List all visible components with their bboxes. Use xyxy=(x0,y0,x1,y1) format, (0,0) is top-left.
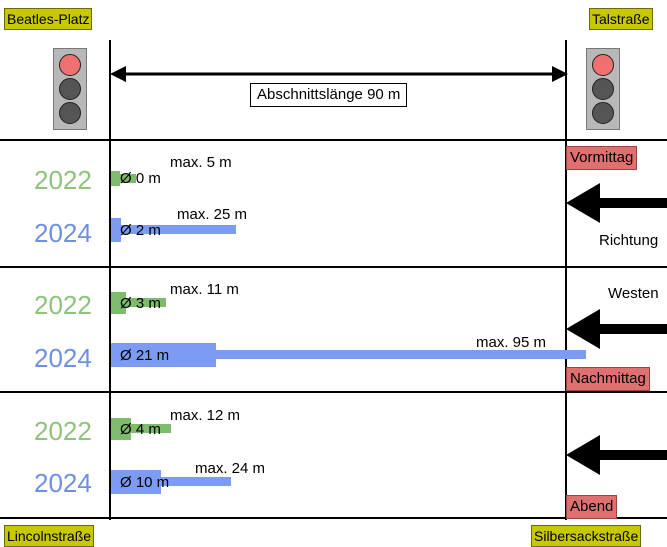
avg-queue-label: Ø 4 m xyxy=(120,421,161,438)
period-label-abend: Abend xyxy=(566,495,618,519)
green-lamp-icon xyxy=(59,102,81,124)
avg-queue-label: Ø 3 m xyxy=(120,295,161,312)
direction-label-richtung: Richtung xyxy=(599,232,659,249)
period-label-nachmittag: Nachmittag xyxy=(566,367,650,391)
red-lamp-icon xyxy=(592,54,614,76)
road-line-left xyxy=(109,40,111,520)
year-label: 2022 xyxy=(34,416,92,446)
max-queue-bar xyxy=(111,298,166,307)
year-label: 2022 xyxy=(34,290,92,320)
street-label-top-right: Talstraße xyxy=(589,8,653,30)
amber-lamp-icon xyxy=(59,78,81,100)
avg-queue-label: Ø 2 m xyxy=(120,222,161,239)
segment-length-label: Abschnittslänge 90 m xyxy=(250,83,408,107)
street-label-bottom-right: Silbersackstraße xyxy=(531,525,642,547)
section-divider xyxy=(0,266,667,268)
road-line-right xyxy=(565,40,567,520)
max-queue-label: max. 95 m xyxy=(476,334,547,351)
max-queue-bar xyxy=(111,174,136,183)
max-queue-bar xyxy=(111,424,171,433)
green-lamp-icon xyxy=(592,102,614,124)
direction-arrow-icon xyxy=(566,435,667,475)
max-queue-bar xyxy=(111,350,586,359)
amber-lamp-icon xyxy=(592,78,614,100)
max-queue-label: max. 12 m xyxy=(170,407,241,424)
street-label-top-left: Beatles-Platz xyxy=(4,8,93,30)
avg-queue-label: Ø 21 m xyxy=(120,347,170,364)
section-divider xyxy=(0,139,667,141)
avg-queue-label: Ø 10 m xyxy=(120,474,170,491)
year-label: 2022 xyxy=(34,165,92,195)
street-label-bottom-left: Lincolnstraße xyxy=(4,525,95,547)
max-queue-bar xyxy=(111,477,231,486)
avg-queue-bar xyxy=(111,218,121,242)
avg-queue-bar xyxy=(111,292,126,314)
max-queue-label: max. 11 m xyxy=(170,281,239,298)
year-label: 2024 xyxy=(34,218,92,248)
avg-queue-bar xyxy=(111,171,120,186)
avg-queue-bar xyxy=(111,470,161,494)
avg-queue-label: Ø 0 m xyxy=(120,170,161,187)
avg-queue-bar xyxy=(111,343,216,367)
direction-label-westen: Westen xyxy=(608,285,659,302)
direction-arrow-icon xyxy=(566,183,667,223)
red-lamp-icon xyxy=(59,54,81,76)
max-queue-label: max. 24 m xyxy=(195,460,266,477)
year-label: 2024 xyxy=(34,468,92,498)
max-queue-bar xyxy=(111,225,236,234)
avg-queue-bar xyxy=(111,418,131,440)
segment-length-arrow-icon xyxy=(110,66,568,82)
period-label-vormittag: Vormittag xyxy=(566,146,638,170)
direction-arrow-icon xyxy=(566,309,667,349)
traffic-light-right-icon xyxy=(586,48,620,130)
section-divider xyxy=(0,391,667,393)
max-queue-label: max. 5 m xyxy=(170,154,232,171)
year-label: 2024 xyxy=(34,343,92,373)
traffic-light-left-icon xyxy=(53,48,87,130)
section-divider xyxy=(0,517,667,519)
max-queue-label: max. 25 m xyxy=(177,206,248,223)
